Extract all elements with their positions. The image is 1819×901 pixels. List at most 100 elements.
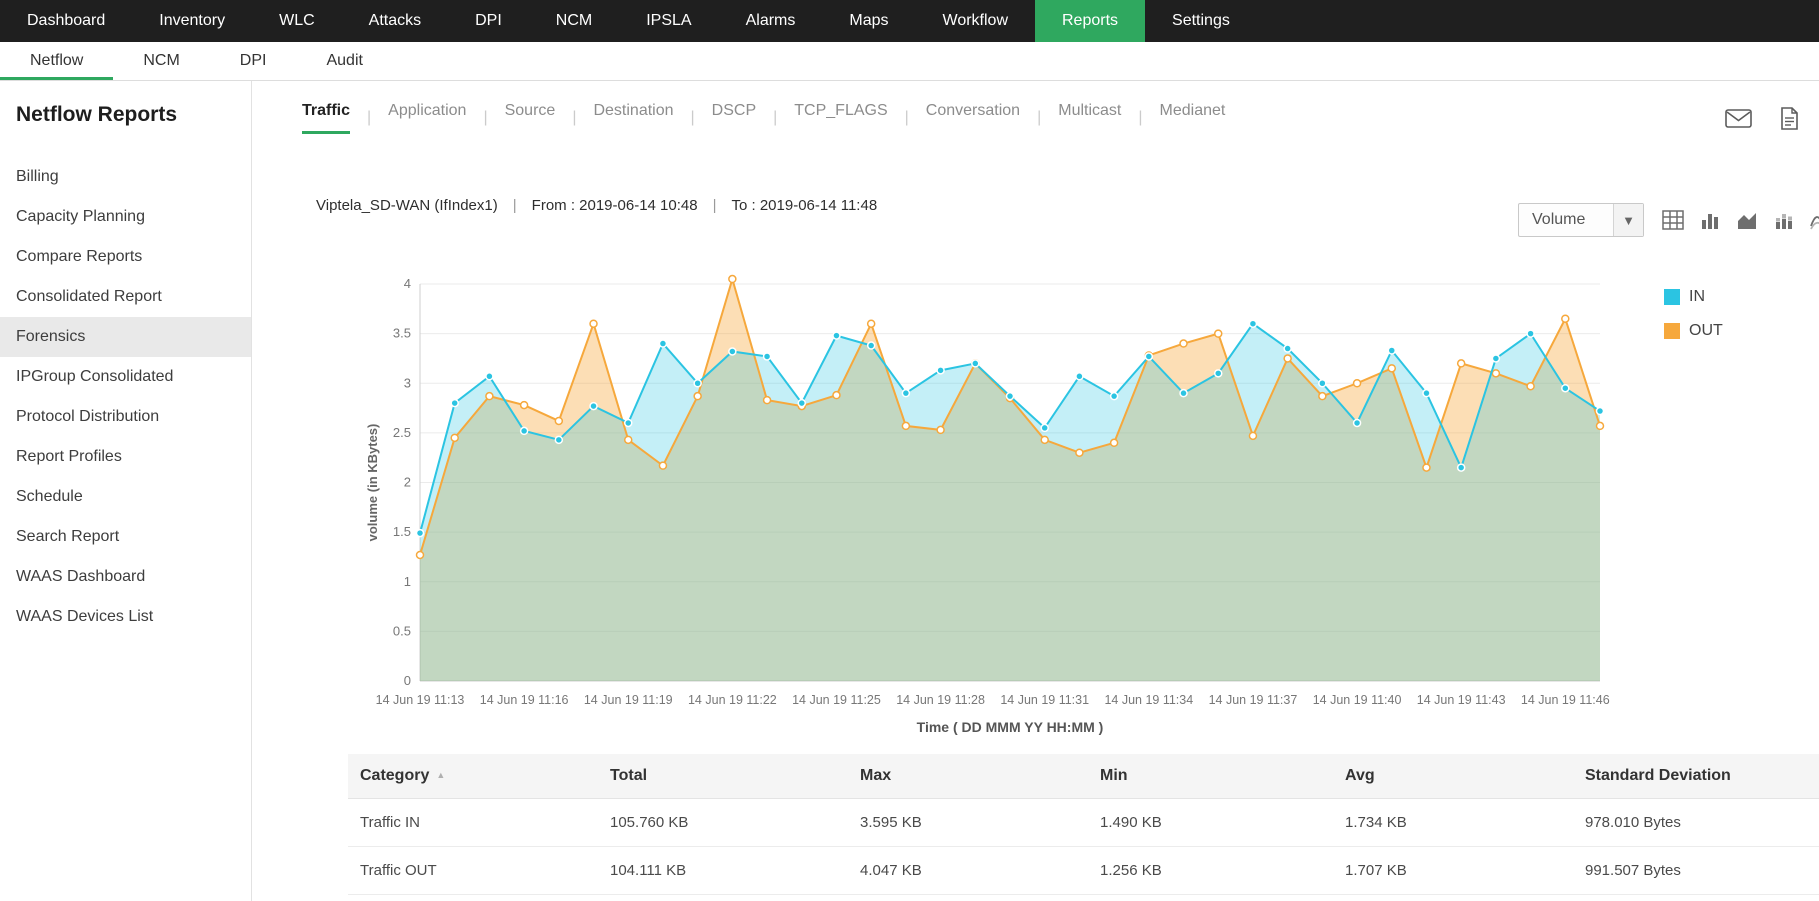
svg-text:14 Jun 19 11:40: 14 Jun 19 11:40 (1313, 693, 1402, 707)
summary-row-traffic-out: Traffic OUT 104.111 KB 4.047 KB 1.256 KB… (348, 846, 1819, 895)
subtab-audit[interactable]: Audit (326, 52, 363, 69)
cell-min: 1.256 KB (1088, 846, 1333, 895)
svg-text:14 Jun 19 11:25: 14 Jun 19 11:25 (792, 693, 881, 707)
chart-legend: IN OUT (1664, 288, 1723, 742)
nav-wlc[interactable]: WLC (279, 12, 315, 29)
sidebar-item-compare-reports[interactable]: Compare Reports (16, 248, 143, 265)
sidebar-item-search-report[interactable]: Search Report (16, 528, 120, 545)
sidebar-item-protocol-distribution[interactable]: Protocol Distribution (16, 408, 160, 425)
legend-item-in[interactable]: IN (1664, 288, 1723, 306)
svg-text:14 Jun 19 11:16: 14 Jun 19 11:16 (480, 693, 569, 707)
tab-source[interactable]: Source (466, 102, 556, 134)
sidebar-item-waas-devices-list[interactable]: WAAS Devices List (16, 608, 154, 625)
svg-text:14 Jun 19 11:46: 14 Jun 19 11:46 (1521, 693, 1610, 707)
area-chart-icon[interactable] (1736, 209, 1758, 231)
svg-text:1: 1 (404, 574, 411, 589)
nav-alarms[interactable]: Alarms (745, 12, 796, 29)
sidebar: Netflow Reports Billing Capacity Plannin… (0, 81, 252, 901)
legend-item-out[interactable]: OUT (1664, 322, 1723, 340)
device-name: Viptela_SD-WAN (IfIndex1) (316, 197, 498, 214)
cell-standard-deviation: 978.010 Bytes (1573, 798, 1819, 847)
svg-text:14 Jun 19 11:37: 14 Jun 19 11:37 (1209, 693, 1298, 707)
sidebar-item-capacity-planning[interactable]: Capacity Planning (16, 208, 145, 225)
tab-conversation[interactable]: Conversation (888, 102, 1020, 134)
column-header-max[interactable]: Max (848, 754, 1088, 799)
chart-toolbar: Volume ▼ (1518, 203, 1819, 237)
column-header-min[interactable]: Min (1088, 754, 1333, 799)
cell-avg: 1.734 KB (1333, 798, 1573, 847)
legend-swatch (1664, 323, 1680, 339)
summary-table: Category ▲ Total Max Min Avg Standard Dev… (348, 754, 1819, 895)
svg-text:Time ( DD MMM YY HH:MM ): Time ( DD MMM YY HH:MM ) (917, 719, 1104, 735)
sub-nav: Netflow NCM DPI Audit (0, 42, 1819, 81)
svg-text:14 Jun 19 11:19: 14 Jun 19 11:19 (584, 693, 673, 707)
sidebar-item-consolidated-report[interactable]: Consolidated Report (16, 288, 162, 305)
chart-type-switcher (1662, 209, 1819, 231)
svg-text:4: 4 (404, 276, 411, 291)
top-nav: Dashboard Inventory WLC Attacks DPI NCM … (0, 0, 1819, 42)
sidebar-item-billing[interactable]: Billing (16, 168, 59, 185)
sidebar-item-ipgroup-consolidated[interactable]: IPGroup Consolidated (16, 368, 174, 385)
column-header-standard-deviation[interactable]: Standard Deviation (1573, 754, 1819, 799)
nav-ipsla[interactable]: IPSLA (646, 12, 692, 29)
column-header-category[interactable]: Category ▲ (348, 754, 598, 799)
svg-text:14 Jun 19 11:22: 14 Jun 19 11:22 (688, 693, 777, 707)
tab-medianet[interactable]: Medianet (1121, 102, 1226, 134)
cell-min: 1.490 KB (1088, 798, 1333, 847)
bar-chart-icon[interactable] (1699, 209, 1721, 231)
mail-icon[interactable] (1725, 108, 1752, 128)
svg-text:3.5: 3.5 (393, 326, 411, 341)
svg-text:0: 0 (404, 673, 411, 688)
sidebar-items: Billing Capacity Planning Compare Report… (0, 157, 251, 637)
nav-workflow[interactable]: Workflow (942, 12, 1009, 29)
nav-ncm[interactable]: NCM (555, 12, 593, 29)
cell-avg: 1.707 KB (1333, 846, 1573, 895)
meta-separator (698, 197, 732, 214)
nav-settings[interactable]: Settings (1172, 12, 1230, 29)
nav-inventory[interactable]: Inventory (159, 12, 226, 29)
report-tabs: Traffic Application Source Destination (302, 102, 1225, 134)
cell-category: Traffic IN (348, 798, 598, 847)
cell-total: 105.760 KB (598, 798, 848, 847)
tab-destination[interactable]: Destination (555, 102, 673, 134)
nav-dashboard[interactable]: Dashboard (27, 12, 106, 29)
tab-traffic[interactable]: Traffic (302, 102, 351, 134)
svg-text:14 Jun 19 11:34: 14 Jun 19 11:34 (1104, 693, 1193, 707)
nav-dpi[interactable]: DPI (475, 12, 502, 29)
sidebar-item-report-profiles[interactable]: Report Profiles (16, 448, 122, 465)
stacked-bar-chart-icon[interactable] (1773, 209, 1795, 231)
nav-reports[interactable]: Reports (1035, 0, 1146, 42)
from-timestamp: From : 2019-06-14 10:48 (531, 197, 698, 214)
column-header-total[interactable]: Total (598, 754, 848, 799)
table-view-icon[interactable] (1662, 209, 1684, 231)
tab-application[interactable]: Application (350, 102, 466, 134)
sort-ascending-icon[interactable]: ▲ (436, 769, 446, 780)
nav-maps[interactable]: Maps (849, 12, 889, 29)
traffic-chart: 0 0.5 1 1.5 2 2.5 3 3.5 4 14 Jun 19 11:13 14 Jun 1… (362, 244, 1652, 742)
spline-chart-icon[interactable] (1810, 209, 1819, 231)
cell-max: 4.047 KB (848, 846, 1088, 895)
subtab-dpi[interactable]: DPI (239, 52, 267, 69)
subtab-ncm[interactable]: NCM (143, 52, 180, 69)
tab-multicast[interactable]: Multicast (1020, 102, 1121, 134)
tab-dscp[interactable]: DSCP (674, 102, 756, 134)
caret-down-icon: ▼ (1613, 204, 1643, 236)
pdf-file-icon[interactable] (1780, 106, 1799, 130)
sidebar-item-waas-dashboard[interactable]: WAAS Dashboard (16, 568, 146, 585)
svg-text:volume (in KBytes): volume (in KBytes) (365, 424, 380, 542)
volume-select[interactable]: Volume ▼ (1518, 203, 1644, 237)
sidebar-item-forensics[interactable]: Forensics (0, 317, 251, 357)
cell-total: 104.111 KB (598, 846, 848, 895)
svg-text:14 Jun 19 11:13: 14 Jun 19 11:13 (376, 693, 465, 707)
meta-separator (498, 197, 532, 214)
subtab-netflow[interactable]: Netflow (0, 42, 114, 80)
nav-attacks[interactable]: Attacks (368, 12, 422, 29)
sidebar-item-schedule[interactable]: Schedule (16, 488, 83, 505)
svg-text:0.5: 0.5 (393, 623, 411, 638)
svg-text:3: 3 (404, 375, 411, 390)
tab-tcp-flags[interactable]: TCP_FLAGS (756, 102, 887, 134)
column-header-avg[interactable]: Avg (1333, 754, 1573, 799)
volume-select-value: Volume (1532, 211, 1586, 228)
sidebar-title: Netflow Reports (16, 103, 178, 126)
svg-text:14 Jun 19 11:31: 14 Jun 19 11:31 (1000, 693, 1089, 707)
